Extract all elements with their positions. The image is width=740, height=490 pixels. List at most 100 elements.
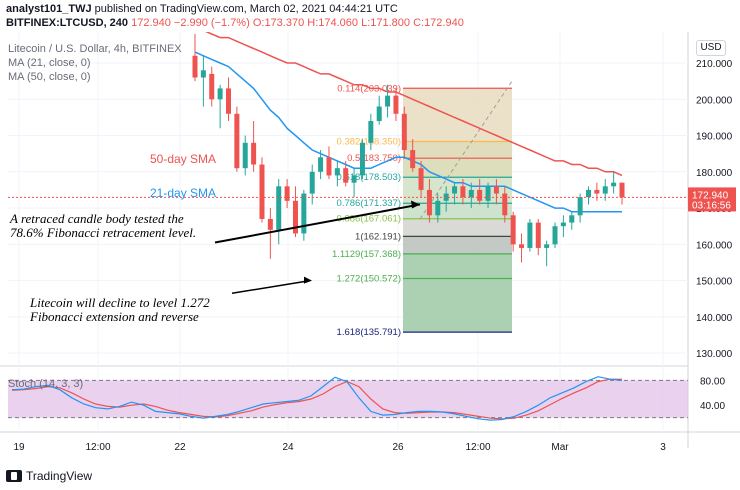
last-price: 172.940 [131,17,171,29]
y-tick-label: 130.000 [696,349,733,360]
stoch-k-line [11,376,623,421]
candle-body [267,218,273,230]
candle-body [192,55,198,78]
arrow-retrace [214,203,421,244]
candle-body [602,186,608,194]
candle-body [502,193,508,216]
arrow-decline-head [304,276,312,284]
ohlc-values: O:173.370 H:174.060 L:171.800 C:172.940 [252,17,464,29]
candle-body [519,244,525,248]
candle-body [309,171,315,194]
candle-body [234,113,240,169]
candle-body [334,168,340,176]
ma50-line [205,32,623,177]
candle-body [410,150,416,169]
candle-body [217,88,223,100]
y-tick-label: 150.000 [696,277,733,288]
candle-body [452,186,458,194]
fib-zone [403,88,512,142]
fib-zone [403,253,512,279]
candle-body [460,186,466,198]
legend-ma50[interactable]: MA (50, close, 0) [8,71,91,83]
x-tick-label: Mar [551,442,569,453]
x-tick-label: 3 [660,442,666,453]
candle-body [359,142,365,176]
candle-body [560,222,566,227]
candle-body [544,244,550,248]
candle-body [225,88,231,114]
x-tick-label: 24 [282,442,294,453]
candle-body [276,186,282,230]
y-tick-label: 200.000 [696,95,733,106]
candle-body [259,164,265,219]
candle-body [611,182,617,187]
fib-zone [403,236,512,254]
price-tag [688,187,736,212]
candle-body [376,106,382,122]
candle-body [485,186,491,201]
fib-level-label: 0.786(171.337) [337,198,401,209]
stoch-band [8,380,688,418]
candle-body [284,186,290,201]
fib-zone [403,278,512,333]
price-chart[interactable]: 130.000140.000150.000160.000170.000180.0… [0,32,740,462]
candle-body [552,226,558,245]
fib-level-label: 1(162.191) [355,231,401,242]
candle-body [301,193,307,234]
x-tick-label: 19 [13,442,25,453]
stoch-tick-label: 80.00 [700,376,725,387]
currency-button[interactable]: USD [696,40,726,56]
fib-level-label: 0.114(203.039) [337,83,401,94]
candle-body [200,70,206,78]
retrace-note-line1: A retraced candle body tested the [10,211,184,226]
y-tick-label: 160.000 [696,240,733,251]
chart-legend-title: Litecoin / U.S. Dollar, 4h, BITFINEX [8,43,182,55]
fib-zone [403,218,512,237]
fib-level-label: 1.272(150.572) [337,274,401,285]
x-tick-label: 26 [392,442,404,453]
x-tick-label: 12:00 [465,442,490,453]
legend-stoch[interactable]: Stoch (14, 3, 3) [8,378,84,390]
y-tick-label: 190.000 [696,132,733,143]
candle-body [401,113,407,151]
stoch-tick-label: 40.00 [700,401,725,412]
y-tick-label: 140.000 [696,313,733,324]
y-tick-label: 210.000 [696,59,733,70]
candle-body [326,157,332,176]
candle-body [351,175,357,183]
decline-note: Litecoin will decline to level 1.272 Fib… [30,296,210,324]
price-tag-value: 172.940 [692,190,729,201]
candle-body [510,215,516,245]
tradingview-icon [6,470,22,482]
price-change: −2.990 (−1.7%) [173,17,250,29]
candle-body [385,95,391,107]
author-name[interactable]: analyst101_TWJ [6,3,92,15]
candle-body [493,186,499,194]
candle-body [577,197,583,216]
candle-body [435,200,441,216]
fib-level-label: 1.618(135.791) [337,327,401,338]
decline-note-line2: Fibonacci extension and reverse [30,309,199,324]
publish-info: published on TradingView.com, March 02, … [91,3,398,15]
retrace-note: A retraced candle body tested the 78.6% … [10,212,196,240]
fib-zone [403,141,512,159]
fib-level-label: 0.618(178.503) [337,172,401,183]
y-tick-label: 180.000 [696,168,733,179]
candle-body [368,121,374,143]
candle-body [251,142,257,165]
candle-body [209,73,215,100]
x-tick-label: 22 [174,442,186,453]
decline-note-line1: Litecoin will decline to level 1.272 [30,295,210,310]
candle-body [242,142,248,169]
arrow-decline [231,279,311,295]
ma21-line [194,51,622,213]
tradingview-logo[interactable]: TradingView [6,469,92,483]
price-tag-time: 03:16:56 [692,200,731,211]
candle-body [619,182,625,198]
candle-body [586,189,592,198]
sma21-annotation: 21-day SMA [150,186,217,200]
retrace-note-line2: 78.6% Fibonacci retracement level. [10,225,197,240]
legend-ma21[interactable]: MA (21, close, 0) [8,57,91,69]
stoch-d-line [11,378,622,420]
candle-body [318,157,324,172]
